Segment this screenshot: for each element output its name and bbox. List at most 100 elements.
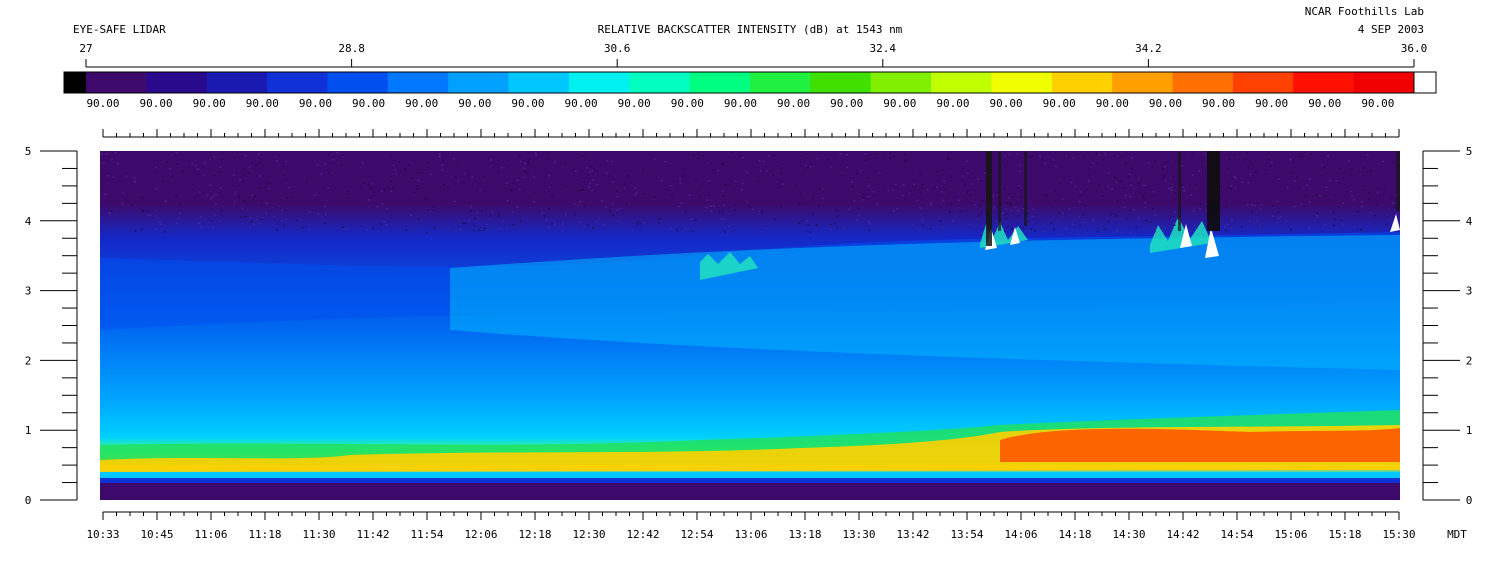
- colorbar-cell: [1051, 72, 1113, 93]
- right-altitude-axis: 0 1 2 3 4 5: [1422, 145, 1473, 507]
- colorbar-sublabel: 90.00: [1043, 97, 1076, 110]
- colorbar-cell: [991, 72, 1053, 93]
- colorbar-tick-label: 27: [79, 42, 92, 55]
- x-tick-label: 14:30: [1112, 528, 1145, 541]
- colorbar-cell: [1232, 72, 1294, 93]
- colorbar-tick-label: 32.4: [870, 42, 897, 55]
- x-tick-label: 12:18: [518, 528, 551, 541]
- left-y-tick-label: 3: [25, 285, 32, 298]
- x-axis-label: MDT: [1447, 528, 1467, 541]
- x-tick-label: 14:06: [1004, 528, 1037, 541]
- boundary-layer-max: [1000, 428, 1400, 462]
- colorbar-cell: [86, 72, 147, 93]
- signal-dropouts: [986, 151, 1400, 246]
- left-y-tick-label: 1: [25, 424, 32, 437]
- colorbar-sublabel: 90.00: [618, 97, 651, 110]
- colorbar-cell: [206, 72, 268, 93]
- colorbar-cell: [629, 72, 691, 93]
- colorbar-sublabel: 90.00: [299, 97, 332, 110]
- colorbar-cell: [387, 72, 449, 93]
- x-tick-label: 13:06: [734, 528, 767, 541]
- colorbar-cell: [810, 72, 872, 93]
- x-tick-label: 13:30: [842, 528, 875, 541]
- colorbar-cell: [146, 72, 208, 93]
- colorbar-tick-label: 28.8: [338, 42, 365, 55]
- bottom-time-axis: 10:33 10:45 11:06 11:18 11:30 11:42 11:54 12:06…: [86, 511, 1467, 541]
- colorbar-sublabel: 90.00: [724, 97, 757, 110]
- top-time-axis: [102, 129, 1400, 138]
- colorbar-tick-label: 36.0: [1401, 42, 1428, 55]
- near-surface-band: [100, 478, 1400, 483]
- site-label: NCAR Foothills Lab: [1305, 5, 1424, 18]
- colorbar-sublabel: 90.00: [1202, 97, 1235, 110]
- x-tick-label: 11:18: [248, 528, 281, 541]
- colorbar-sublabel: 90.00: [671, 97, 704, 110]
- colorbar-cell: [508, 72, 570, 93]
- colorbar-sublabel: 90.00: [777, 97, 810, 110]
- colorbar-tick-label: 30.6: [604, 42, 631, 55]
- x-tick-label: 12:30: [572, 528, 605, 541]
- right-y-tick-label: 3: [1466, 285, 1473, 298]
- left-y-tick-label: 2: [25, 354, 32, 367]
- x-tick-label: 13:42: [896, 528, 929, 541]
- colorbar-sublabel: 90.00: [140, 97, 173, 110]
- colorbar-sublabel: 90.00: [883, 97, 916, 110]
- date-label: 4 SEP 2003: [1358, 23, 1424, 36]
- colorbar-sublabel: 90.00: [1149, 97, 1182, 110]
- colorbar-sublabel: 90.00: [405, 97, 438, 110]
- right-y-tick-label: 1: [1466, 424, 1473, 437]
- x-tick-label: 12:54: [680, 528, 713, 541]
- left-altitude-axis: 0 1 2 3 4 5: [25, 145, 78, 507]
- x-tick-label: 11:54: [410, 528, 443, 541]
- x-tick-label: 10:45: [140, 528, 173, 541]
- right-y-tick-label: 4: [1466, 215, 1473, 228]
- colorbar-sublabel: 90.00: [1255, 97, 1288, 110]
- colorbar-sublabel: 90.00: [246, 97, 279, 110]
- left-y-tick-label: 5: [25, 145, 32, 158]
- colorbar-cell: [1172, 72, 1234, 93]
- colorbar-cell: [1112, 72, 1174, 93]
- left-y-tick-label: 0: [25, 494, 32, 507]
- right-y-tick-label: 0: [1466, 494, 1473, 507]
- colorbar-black-cell: [64, 72, 86, 93]
- colorbar-sublabel: 90.00: [1308, 97, 1341, 110]
- surface-band: [100, 472, 1400, 478]
- colorbar-cell: [448, 72, 510, 93]
- colorbar-cell: [870, 72, 932, 93]
- x-tick-label: 10:33: [86, 528, 119, 541]
- colorbar-tick-label: 34.2: [1135, 42, 1162, 55]
- x-tick-label: 15:30: [1382, 528, 1415, 541]
- x-tick-label: 14:18: [1058, 528, 1091, 541]
- colorbar-cell: [1353, 72, 1415, 93]
- x-tick-label: 12:06: [464, 528, 497, 541]
- x-tick-label: 12:42: [626, 528, 659, 541]
- colorbar-cell: [267, 72, 329, 93]
- colorbar: 27 28.8 30.6 32.4 34.2 36.0 90.00 90.00 90.00 90…: [63, 42, 1437, 110]
- colorbar-cell: [689, 72, 751, 93]
- x-tick-label: 15:18: [1328, 528, 1361, 541]
- colorbar-cell: [1293, 72, 1355, 93]
- chart-title: RELATIVE BACKSCATTER INTENSITY (dB) at 1…: [598, 23, 903, 36]
- x-tick-label: 15:06: [1274, 528, 1307, 541]
- upper-mixing-band: [450, 235, 1400, 370]
- x-tick-label: 14:54: [1220, 528, 1253, 541]
- x-tick-label: 11:30: [302, 528, 335, 541]
- x-tick-label: 11:06: [194, 528, 227, 541]
- colorbar-sublabel: 90.00: [830, 97, 863, 110]
- colorbar-sublabel: 90.00: [565, 97, 598, 110]
- colorbar-sublabel: 90.00: [1096, 97, 1129, 110]
- colorbar-sublabel: 90.00: [352, 97, 385, 110]
- colorbar-sublabel: 90.00: [193, 97, 226, 110]
- x-tick-label: 13:18: [788, 528, 821, 541]
- x-tick-label: 13:54: [950, 528, 983, 541]
- colorbar-sublabel: 90.00: [936, 97, 969, 110]
- colorbar-white-cell: [1413, 71, 1437, 94]
- instrument-label: EYE-SAFE LIDAR: [73, 23, 166, 36]
- upper-speckle-noise: [100, 152, 1400, 234]
- colorbar-cell: [327, 72, 389, 93]
- right-y-tick-label: 2: [1466, 354, 1473, 367]
- backscatter-plot: [100, 151, 1400, 500]
- colorbar-sublabel: 90.00: [1361, 97, 1394, 110]
- x-tick-label: 11:42: [356, 528, 389, 541]
